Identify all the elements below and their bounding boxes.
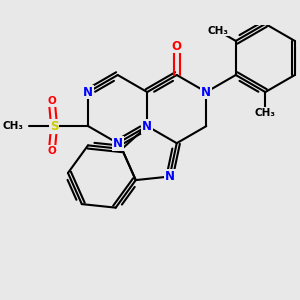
Text: CH₃: CH₃	[208, 26, 229, 36]
Text: N: N	[83, 85, 93, 99]
Text: N: N	[165, 170, 175, 183]
Text: N: N	[142, 120, 152, 133]
Text: O: O	[47, 146, 56, 156]
Text: CH₃: CH₃	[3, 121, 24, 131]
Text: O: O	[172, 40, 182, 52]
Text: N: N	[113, 137, 123, 150]
Text: O: O	[47, 96, 56, 106]
Text: CH₃: CH₃	[255, 107, 276, 118]
Text: S: S	[50, 120, 58, 133]
Text: N: N	[201, 85, 211, 99]
